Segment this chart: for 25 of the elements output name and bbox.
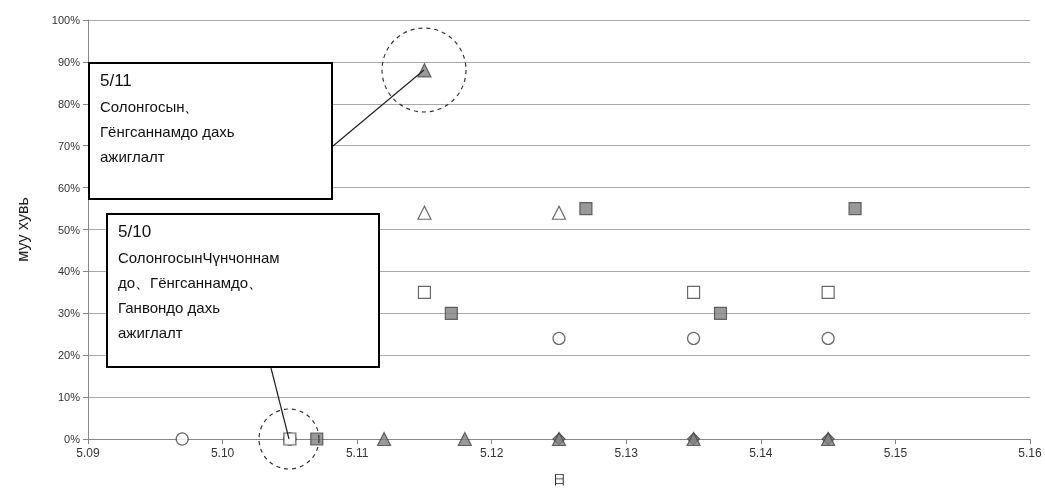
y-tick-label: 0% bbox=[64, 433, 81, 445]
y-tick-label: 50% bbox=[57, 223, 81, 236]
callout-box: 5/10 СолонгосынЧүнчоннам до、Гёнгсаннамдо、 Ганвондо дахь ажиглалт bbox=[106, 213, 380, 368]
y-tick-label: 10% bbox=[57, 391, 81, 404]
annotation: 5/11 Солонгосын、 Гёнгсаннамдо дахь ажиглалт bbox=[100, 70, 236, 167]
x-tick-label: 5.12 bbox=[480, 446, 504, 460]
callout-box: 5/11 Солонгосын、 Гёнгсаннамдо дахь ажиглалт bbox=[88, 62, 333, 200]
x-tick-label: 5.13 bbox=[614, 446, 639, 460]
x-axis-title: 日 bbox=[552, 472, 566, 487]
x-tick-label: 5.10 bbox=[210, 446, 235, 460]
x-tick-label: 5.16 bbox=[1018, 446, 1042, 460]
y-tick-label: 30% bbox=[57, 307, 81, 320]
y-tick-label: 70% bbox=[57, 139, 81, 152]
x-tick-label: 5.14 bbox=[749, 446, 773, 460]
x-tick-label: 5.15 bbox=[883, 446, 908, 460]
y-tick-label: 20% bbox=[57, 349, 81, 362]
y-axis-title: муу хувь bbox=[13, 197, 31, 262]
y-tick-label: 100% bbox=[51, 14, 81, 26]
y-tick-label: 80% bbox=[57, 97, 81, 110]
y-tick-label: 40% bbox=[57, 265, 81, 278]
y-tick-label: 60% bbox=[57, 181, 81, 194]
x-tick-label: 5.09 bbox=[76, 446, 100, 460]
annotation: 5/10 СолонгосынЧүнчоннам до、Гёнгсаннамдо、 Ганвондо дахь ажиглалт bbox=[118, 221, 281, 343]
y-tick-label: 90% bbox=[57, 55, 81, 68]
x-tick-label: 5.11 bbox=[345, 446, 369, 460]
